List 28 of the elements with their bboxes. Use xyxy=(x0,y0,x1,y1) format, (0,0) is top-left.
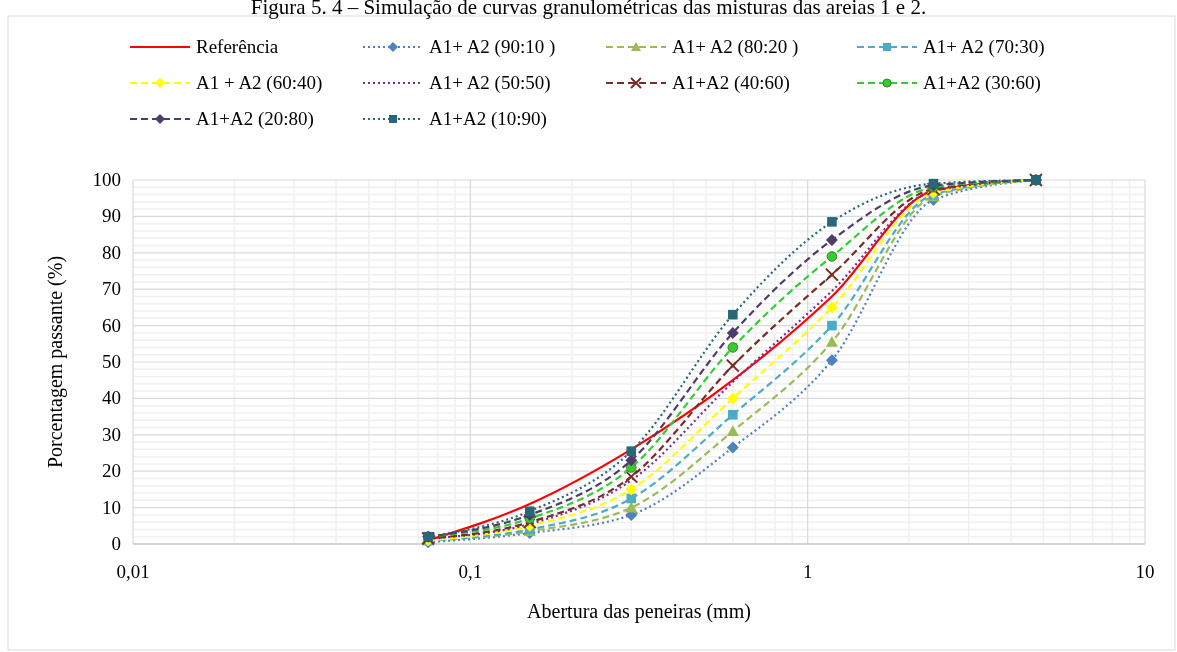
y-tick-label: 70 xyxy=(102,278,121,300)
legend-label: A1+ A2 (90:10 ) xyxy=(429,36,556,58)
legend-label: A1+A2 (20:80) xyxy=(196,108,314,130)
y-axis-title: Porcentagem passante (%) xyxy=(44,255,67,469)
legend-label: Referência xyxy=(196,36,279,57)
legend-label: A1+A2 (10:90) xyxy=(429,108,547,130)
y-tick-label: 0 xyxy=(111,533,121,554)
x-tick-label: 0,01 xyxy=(116,561,150,582)
legend-label: A1+ A2 (80:20 ) xyxy=(672,36,799,58)
y-tick-label: 60 xyxy=(102,314,121,336)
y-tick-label: 10 xyxy=(102,496,121,518)
y-tick-label: 50 xyxy=(102,351,121,372)
y-tick-label: 80 xyxy=(102,241,121,263)
legend-label: A1+A2 (40:60) xyxy=(672,72,790,94)
y-tick-label: 40 xyxy=(102,387,121,409)
legend-label: A1+ A2 (70:30) xyxy=(923,36,1045,58)
legend-label: A1 + A2 (60:40) xyxy=(196,72,323,94)
chart-title: Figura 5. 4 – Simulação de curvas granulométricas das misturas das areias 1 e 2. xyxy=(250,0,927,19)
y-tick-label: 30 xyxy=(102,423,121,445)
legend-label: A1+A2 (30:60) xyxy=(923,72,1041,94)
legend-label: A1+ A2 (50:50) xyxy=(429,72,551,94)
x-axis-title: Abertura das peneiras (mm) xyxy=(527,600,751,623)
x-tick-label: 1 xyxy=(802,561,813,582)
x-tick-label: 0,1 xyxy=(458,561,483,582)
x-tick-label: 10 xyxy=(1135,561,1155,582)
y-tick-label: 90 xyxy=(102,205,121,227)
y-tick-label: 20 xyxy=(102,460,121,482)
y-tick-label: 100 xyxy=(92,169,121,190)
